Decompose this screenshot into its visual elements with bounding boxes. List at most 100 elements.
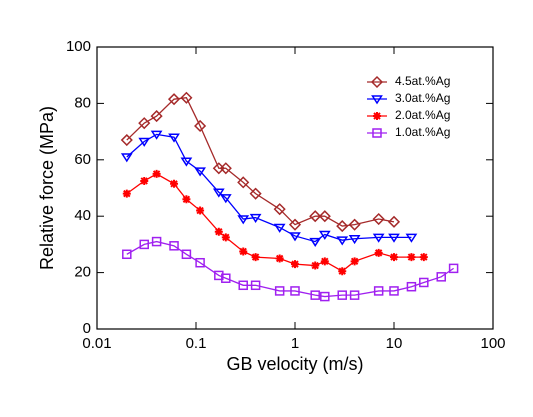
- marker: [167, 93, 181, 106]
- marker: [152, 169, 161, 178]
- y-tick-label: 40: [74, 207, 91, 224]
- marker: [237, 176, 250, 189]
- marker: [374, 248, 383, 257]
- marker: [120, 133, 133, 147]
- marker: [419, 253, 428, 262]
- marker: [180, 157, 193, 167]
- series-line: [126, 97, 395, 227]
- marker: [350, 257, 359, 266]
- marker: [372, 212, 385, 226]
- marker: [120, 153, 133, 163]
- marker: [195, 257, 205, 268]
- marker: [337, 290, 347, 300]
- legend-label: 3.0at.%Ag: [395, 91, 450, 105]
- x-tick-label: 1: [291, 335, 299, 352]
- marker: [273, 223, 286, 233]
- marker: [405, 233, 418, 243]
- marker: [250, 280, 261, 291]
- marker: [168, 133, 180, 143]
- marker: [214, 227, 223, 236]
- marker: [309, 237, 322, 247]
- marker: [291, 260, 299, 269]
- y-tick-label: 20: [74, 264, 91, 281]
- marker: [249, 187, 262, 200]
- x-tick-label: 10: [386, 335, 403, 352]
- marker: [348, 235, 361, 245]
- marker: [150, 110, 163, 123]
- marker: [181, 249, 192, 260]
- y-tick-label: 60: [74, 151, 91, 168]
- legend-label: 1.0at.%Ag: [395, 125, 450, 139]
- marker: [389, 286, 399, 296]
- series-line: [126, 133, 412, 243]
- marker: [309, 210, 322, 223]
- marker: [169, 241, 179, 251]
- y-tick-label: 100: [66, 38, 91, 55]
- marker: [349, 290, 360, 300]
- marker: [436, 272, 446, 282]
- marker: [221, 233, 230, 242]
- marker: [336, 236, 349, 246]
- marker: [318, 230, 331, 240]
- marker: [170, 179, 179, 188]
- legend-label: 4.5at.%Ag: [395, 74, 450, 88]
- x-tick-label: 100: [480, 335, 505, 352]
- marker: [372, 233, 385, 243]
- marker: [419, 277, 429, 288]
- marker: [140, 176, 149, 185]
- marker: [212, 188, 225, 198]
- legend-marker: [372, 128, 382, 138]
- marker: [275, 254, 284, 263]
- legend-marker: [371, 95, 383, 105]
- marker: [407, 253, 416, 262]
- marker: [390, 253, 398, 262]
- marker: [249, 213, 262, 223]
- marker: [196, 206, 205, 215]
- marker: [122, 189, 131, 198]
- marker: [221, 273, 231, 283]
- marker: [122, 249, 132, 260]
- legend-marker: [370, 75, 384, 89]
- marker: [311, 261, 320, 270]
- marker: [448, 263, 459, 274]
- marker: [214, 270, 224, 281]
- marker: [338, 267, 347, 276]
- marker: [182, 195, 191, 204]
- series-line: [126, 240, 454, 298]
- marker: [318, 210, 331, 223]
- marker: [336, 220, 349, 233]
- marker: [180, 91, 193, 104]
- x-axis-label: GB velocity (m/s): [226, 354, 363, 374]
- marker: [194, 167, 206, 177]
- marker: [373, 286, 384, 296]
- legend-label: 2.0at.%Ag: [395, 108, 450, 122]
- marker: [406, 281, 417, 292]
- marker: [238, 280, 248, 291]
- marker: [239, 247, 248, 256]
- marker: [219, 194, 232, 204]
- marker: [274, 286, 285, 296]
- marker: [138, 117, 151, 130]
- x-tick-label: 0.01: [82, 335, 111, 352]
- marker: [310, 290, 320, 300]
- x-tick-label: 0.1: [186, 335, 207, 352]
- marker: [320, 257, 329, 266]
- marker: [151, 236, 162, 247]
- marker: [194, 119, 207, 133]
- marker: [138, 137, 151, 147]
- marker: [388, 233, 400, 243]
- legend-marker: [373, 112, 381, 120]
- y-axis-label: Relative force (MPa): [37, 106, 57, 270]
- marker: [290, 286, 300, 296]
- marker: [273, 203, 286, 216]
- y-tick-label: 80: [74, 94, 91, 111]
- marker: [150, 130, 163, 140]
- marker: [219, 162, 232, 175]
- marker: [320, 291, 330, 302]
- marker: [348, 218, 361, 231]
- y-tick-label: 0: [83, 320, 91, 337]
- marker: [387, 215, 401, 228]
- marker: [288, 218, 302, 231]
- marker: [139, 239, 149, 250]
